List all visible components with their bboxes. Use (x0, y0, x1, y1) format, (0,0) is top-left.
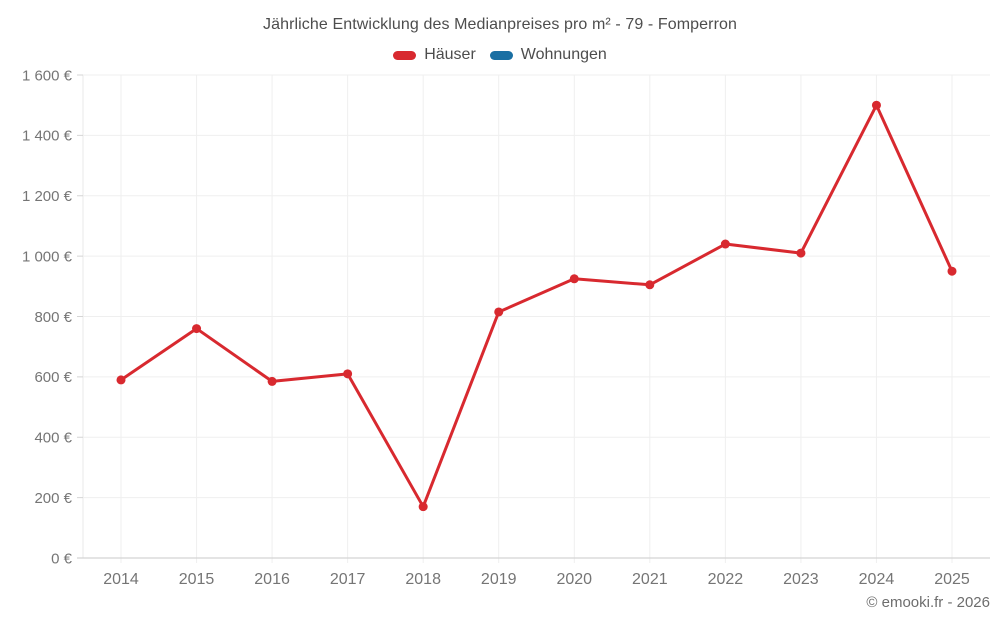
legend-swatch-haeuser-icon (393, 50, 417, 60)
x-axis-label: 2020 (556, 571, 592, 588)
y-axis-label: 1 400 € (22, 128, 73, 145)
chart-legend: Häuser Wohnungen (0, 46, 1000, 64)
y-axis-label: 800 € (34, 309, 72, 326)
data-point (947, 266, 957, 276)
y-axis-label: 400 € (34, 430, 72, 447)
legend-swatch-wohnungen-icon (489, 50, 513, 60)
legend-label-wohnungen: Wohnungen (520, 46, 607, 63)
x-axis-label: 2023 (783, 571, 819, 588)
x-axis-label: 2024 (859, 571, 895, 588)
data-point (871, 100, 881, 110)
data-point (267, 376, 277, 386)
y-axis-label: 1 200 € (22, 188, 73, 205)
data-point (116, 375, 126, 385)
legend-item-wohnungen[interactable]: Wohnungen (489, 46, 607, 64)
x-axis-label: 2017 (330, 571, 366, 588)
data-point (343, 369, 353, 379)
x-axis-label: 2016 (254, 571, 290, 588)
legend-label-haeuser: Häuser (424, 46, 476, 63)
data-point (645, 280, 655, 290)
x-axis-label: 2021 (632, 571, 668, 588)
data-point (192, 324, 202, 334)
data-point (569, 274, 579, 284)
data-point (494, 307, 504, 317)
x-axis-label: 2025 (934, 571, 970, 588)
y-axis-label: 200 € (34, 490, 72, 507)
x-axis-label: 2015 (179, 571, 215, 588)
data-point (796, 248, 806, 258)
x-axis-label: 2019 (481, 571, 517, 588)
data-point (720, 239, 730, 249)
x-axis-label: 2018 (405, 571, 441, 588)
data-point (418, 502, 428, 512)
legend-item-haeuser[interactable]: Häuser (393, 46, 476, 64)
chart-title: Jährliche Entwicklung des Medianpreises … (262, 16, 738, 33)
x-axis-label: 2014 (103, 571, 139, 588)
series-line (119, 103, 954, 509)
y-axis-label: 1 600 € (22, 67, 73, 84)
y-axis-label: 600 € (34, 369, 72, 386)
y-axis-label: 1 000 € (22, 248, 73, 265)
x-axis-label: 2022 (708, 571, 744, 588)
footer-credit: © emooki.fr - 2026 (866, 594, 990, 611)
y-axis-label: 0 € (51, 550, 73, 567)
